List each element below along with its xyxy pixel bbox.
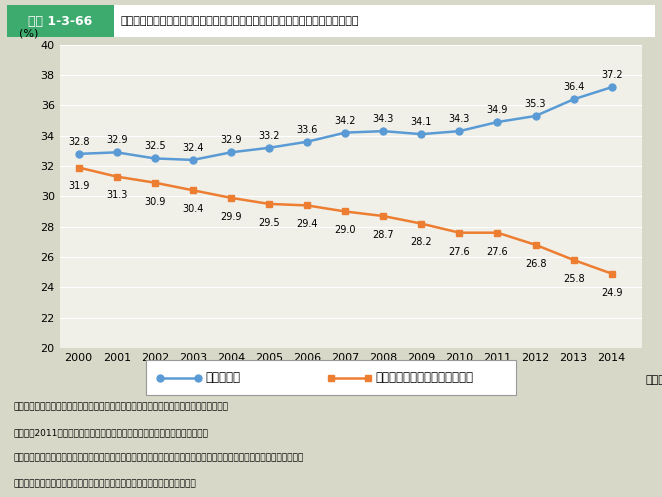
Text: 32.8: 32.8	[68, 137, 89, 147]
Text: 28.2: 28.2	[410, 238, 432, 248]
Text: 32.9: 32.9	[220, 135, 242, 146]
Text: 32.5: 32.5	[144, 142, 166, 152]
Text: 27.6: 27.6	[449, 247, 470, 256]
Text: 33.2: 33.2	[258, 131, 280, 141]
Text: 31.3: 31.3	[106, 190, 127, 200]
Text: 31.9: 31.9	[68, 181, 89, 191]
Text: 36.4: 36.4	[563, 83, 585, 92]
Text: 夫が雇用者で姻が無業者の世帯: 夫が雇用者で姻が無業者の世帯	[375, 371, 473, 384]
Text: 24.9: 24.9	[601, 287, 622, 298]
Text: 30.4: 30.4	[182, 204, 203, 214]
Text: 33.6: 33.6	[297, 125, 318, 135]
Text: 34.9: 34.9	[487, 105, 508, 115]
Text: 35.3: 35.3	[525, 99, 546, 109]
Text: 37.2: 37.2	[601, 70, 622, 80]
Bar	[7, 5, 114, 37]
Text: 29.0: 29.0	[334, 225, 356, 236]
Text: 34.1: 34.1	[410, 117, 432, 127]
Text: 29.4: 29.4	[297, 219, 318, 229]
FancyBboxPatch shape	[146, 360, 516, 395]
Text: 資料：総務省『労働力調査（基本集計）』より厚生労働省政策統括官付政策評価官室作成: 資料：総務省『労働力調査（基本集計）』より厚生労働省政策統括官付政策評価官室作成	[13, 403, 228, 412]
Text: 28.7: 28.7	[373, 230, 394, 240]
Text: 29.9: 29.9	[220, 212, 242, 222]
Text: 林業』かつ『雇用者』で姻が『非労働力人口』又は『完全失業者』の世帯: 林業』かつ『雇用者』で姻が『非労働力人口』又は『完全失業者』の世帯	[13, 479, 196, 488]
Text: 共働き世帯: 共働き世帯	[205, 371, 240, 384]
Text: 図表 1-3-66: 図表 1-3-66	[28, 14, 92, 28]
Text: 34.3: 34.3	[449, 114, 470, 124]
Text: （注）　2011年の数値は、岩手県、宮城県及び福島県を除いたものである。: （注） 2011年の数値は、岩手県、宮城県及び福島県を除いたものである。	[13, 428, 208, 437]
Text: 32.4: 32.4	[182, 143, 204, 153]
Text: 25.8: 25.8	[563, 274, 585, 284]
Text: （年）: （年）	[645, 375, 662, 385]
Text: 34.2: 34.2	[334, 116, 356, 126]
Text: 32.9: 32.9	[106, 135, 128, 146]
Text: 26.8: 26.8	[525, 259, 546, 269]
Text: 「共働き世帯」は夫・妻ともに『非農林業』かつ『雇用者』の世帯、「夫が雇用者で姻が無業者の世帯」は夫が『非農: 「共働き世帯」は夫・妻ともに『非農林業』かつ『雇用者』の世帯、「夫が雇用者で姻が…	[13, 454, 303, 463]
Text: 27.6: 27.6	[487, 247, 508, 256]
Text: 29.5: 29.5	[258, 218, 280, 228]
Text: 「夫婦のいる世帯」に占める共働き世帯と夫が雇用者で姻が無業者の世帯の割合: 「夫婦のいる世帯」に占める共働き世帯と夫が雇用者で姻が無業者の世帯の割合	[120, 16, 359, 26]
Text: (%): (%)	[19, 29, 38, 39]
Bar	[114, 5, 655, 37]
Text: 30.9: 30.9	[144, 196, 166, 207]
Text: 34.3: 34.3	[373, 114, 394, 124]
